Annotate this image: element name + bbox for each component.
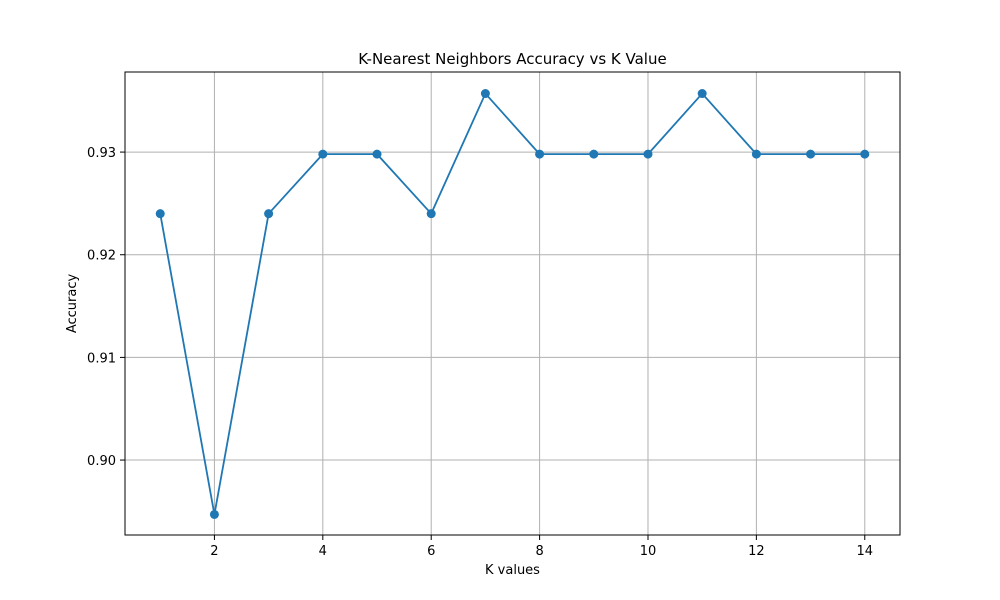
x-tick-label: 4 [319, 544, 327, 559]
data-point [318, 149, 328, 159]
x-axis-label: K values [485, 563, 540, 578]
x-tick-label: 8 [535, 544, 543, 559]
data-point [480, 89, 490, 99]
series-line [159, 92, 865, 516]
tick-layer: 2 4 6 8 10 12 14 0.90 0.91 0.92 0.93 [87, 146, 873, 559]
y-tick-label: 0.90 [87, 454, 116, 469]
x-tick-label: 12 [748, 544, 765, 559]
data-point [535, 149, 545, 159]
x-tick-label: 2 [210, 544, 218, 559]
data-point [426, 209, 436, 219]
data-point [209, 509, 219, 519]
data-point [860, 149, 870, 159]
data-point [751, 149, 761, 159]
data-point [264, 209, 274, 219]
grid-layer [125, 72, 900, 535]
data-point [589, 149, 599, 159]
y-tick-label: 0.91 [87, 351, 116, 366]
data-point [155, 209, 165, 219]
x-tick-label: 6 [427, 544, 435, 559]
y-tick-label: 0.93 [87, 146, 116, 161]
x-tick-label: 14 [856, 544, 873, 559]
plot-frame [124, 71, 901, 536]
y-tick-label: 0.92 [87, 249, 116, 264]
y-axis-label: Accuracy [65, 274, 80, 334]
x-tick-label: 10 [640, 544, 657, 559]
data-point [372, 149, 382, 159]
data-point [643, 149, 653, 159]
data-point [697, 89, 707, 99]
data-point [806, 149, 816, 159]
series-layer [155, 89, 870, 519]
chart-title: K-Nearest Neighbors Accuracy vs K Value [358, 50, 666, 68]
